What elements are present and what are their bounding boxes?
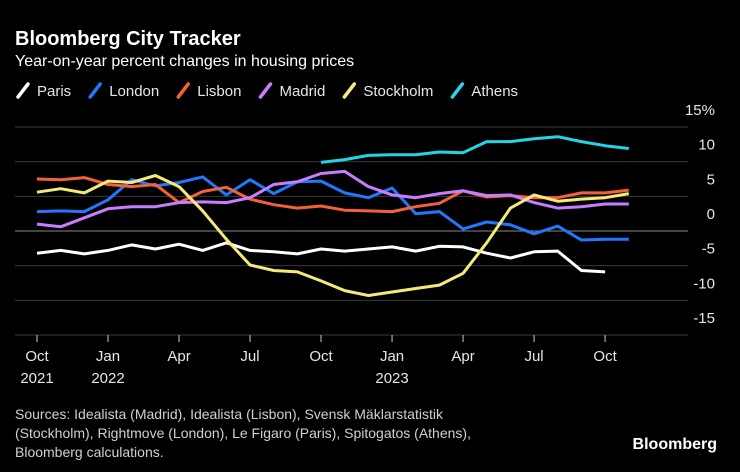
legend-label: Stockholm [363,83,433,100]
x-tick-label: Apr [167,348,190,365]
y-tick-label: -10 [693,275,715,292]
legend-label: Athens [471,83,518,100]
legend-swatch [258,82,273,99]
legend-swatch [342,82,357,99]
y-tick-label: 0 [707,206,715,223]
x-tick-label: Jul [240,348,259,365]
y-tick-label: -15 [693,310,715,327]
source-text: (Stockholm), Rightmove (London), Le Figa… [15,425,471,441]
y-tick-label: 5 [707,171,715,188]
source-text: Sources: Idealista (Madrid), Idealista (… [15,406,444,422]
legend-swatch [176,82,190,99]
legend-swatch [16,82,30,99]
x-tick-label: 2023 [375,370,408,387]
x-tick-label: Jan [380,348,404,365]
y-tick-label: -5 [702,241,715,258]
x-tick-label: Jan [96,348,120,365]
series-line [36,241,606,274]
y-tick-label: 15% [685,102,715,119]
chart-title: Bloomberg City Tracker [15,28,241,50]
x-tick-label: Jul [524,348,543,365]
series-line [320,135,629,164]
x-tick-label: 2021 [20,370,53,387]
series-line [36,169,629,229]
chart-subtitle: Year-on-year percent changes in housing … [15,53,354,70]
source-text: Bloomberg calculations. [15,444,164,460]
legend-label: Lisbon [197,83,241,100]
x-tick-label: Oct [309,348,333,365]
x-tick-label: Apr [451,348,474,365]
legend-label: London [109,83,159,100]
legend-swatch [88,82,102,99]
legend-label: Paris [37,83,71,100]
y-tick-label: 10 [698,137,715,154]
brand: Bloomberg [633,436,717,453]
legend-swatch [450,82,465,99]
legend-label: Madrid [279,83,325,100]
x-tick-label: 2022 [91,370,124,387]
x-tick-label: Oct [593,348,617,365]
x-tick-label: Oct [25,348,49,365]
series-line [36,174,630,297]
